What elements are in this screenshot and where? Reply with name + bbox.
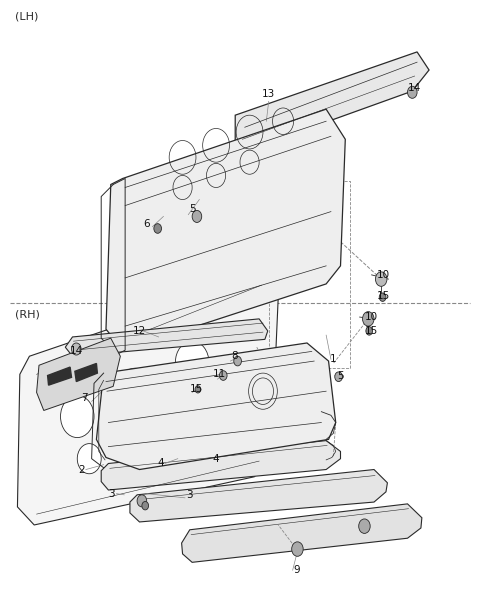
Text: 10: 10 bbox=[377, 270, 390, 280]
Circle shape bbox=[175, 341, 209, 384]
Circle shape bbox=[77, 443, 101, 474]
Text: 5: 5 bbox=[337, 370, 344, 381]
Text: 9: 9 bbox=[293, 565, 300, 575]
Circle shape bbox=[219, 371, 227, 381]
Polygon shape bbox=[181, 504, 422, 562]
Text: 7: 7 bbox=[81, 393, 88, 403]
Circle shape bbox=[375, 272, 387, 286]
Text: 15: 15 bbox=[189, 384, 203, 394]
Circle shape bbox=[169, 412, 186, 433]
Text: 5: 5 bbox=[189, 204, 195, 214]
Polygon shape bbox=[65, 319, 268, 356]
Circle shape bbox=[154, 223, 161, 233]
Polygon shape bbox=[36, 338, 120, 411]
Text: 2: 2 bbox=[78, 464, 84, 475]
Text: 14: 14 bbox=[408, 83, 421, 93]
Circle shape bbox=[292, 542, 303, 556]
Text: 13: 13 bbox=[262, 89, 276, 99]
Polygon shape bbox=[106, 109, 345, 350]
Polygon shape bbox=[101, 440, 340, 490]
Circle shape bbox=[126, 427, 144, 448]
Text: 6: 6 bbox=[144, 219, 150, 229]
Text: 3: 3 bbox=[186, 490, 193, 500]
Circle shape bbox=[195, 386, 201, 393]
Text: 11: 11 bbox=[213, 369, 227, 379]
Circle shape bbox=[60, 396, 94, 437]
Circle shape bbox=[137, 495, 147, 507]
Circle shape bbox=[72, 343, 81, 355]
Text: 4: 4 bbox=[158, 458, 164, 469]
Polygon shape bbox=[17, 278, 278, 525]
Text: (RH): (RH) bbox=[15, 310, 40, 320]
Circle shape bbox=[379, 293, 386, 301]
Text: 1: 1 bbox=[330, 355, 336, 364]
Text: 15: 15 bbox=[377, 291, 390, 301]
Text: 8: 8 bbox=[231, 352, 238, 361]
Polygon shape bbox=[96, 343, 336, 469]
Polygon shape bbox=[75, 364, 97, 382]
Circle shape bbox=[192, 210, 202, 222]
Text: 10: 10 bbox=[365, 312, 378, 322]
Text: (LH): (LH) bbox=[15, 11, 38, 22]
Text: 4: 4 bbox=[213, 454, 219, 464]
Circle shape bbox=[362, 312, 374, 326]
Polygon shape bbox=[48, 367, 72, 385]
Text: 12: 12 bbox=[133, 326, 146, 336]
Circle shape bbox=[142, 501, 149, 510]
Polygon shape bbox=[130, 469, 387, 522]
Text: 14: 14 bbox=[70, 347, 83, 356]
Circle shape bbox=[234, 356, 241, 366]
Circle shape bbox=[118, 368, 152, 411]
Circle shape bbox=[408, 86, 417, 98]
Circle shape bbox=[366, 327, 372, 335]
Circle shape bbox=[359, 519, 370, 533]
Text: 15: 15 bbox=[365, 326, 378, 336]
Polygon shape bbox=[235, 52, 429, 152]
Text: 3: 3 bbox=[108, 489, 115, 499]
Circle shape bbox=[335, 372, 342, 382]
